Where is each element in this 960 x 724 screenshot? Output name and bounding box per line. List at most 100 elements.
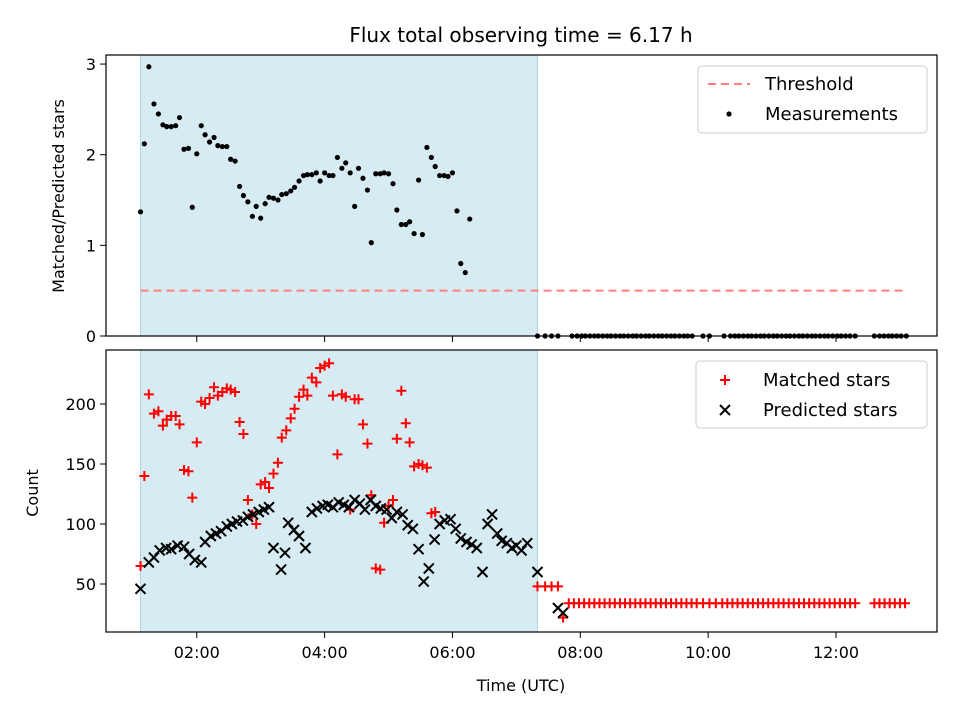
matched-point <box>170 411 181 421</box>
predicted-point <box>267 542 280 554</box>
matched-point <box>204 393 215 403</box>
observing-window <box>140 54 538 337</box>
matched-point <box>268 468 279 479</box>
measurement-point <box>385 171 392 177</box>
measurement-point <box>155 111 162 117</box>
matched-point <box>191 437 202 448</box>
measurement-point <box>403 221 409 228</box>
measurement-point <box>428 154 434 161</box>
measurement-point <box>322 170 328 176</box>
measurement-point <box>228 156 234 162</box>
y-tick-label: 200 <box>65 395 96 414</box>
measurement-point <box>347 170 353 176</box>
predicted-point <box>359 503 371 516</box>
matched-point <box>234 417 245 427</box>
matched-point <box>430 507 441 517</box>
matched-point <box>285 413 296 424</box>
legend-measurements-swatch <box>726 111 732 117</box>
predicted-point <box>275 563 287 576</box>
predicted-point <box>247 508 259 521</box>
measurement-point <box>189 204 195 210</box>
matched-point <box>289 403 300 414</box>
matched-point <box>281 425 292 436</box>
predicted-point <box>433 518 446 530</box>
matched-point <box>238 429 249 439</box>
measurement-point <box>211 134 217 141</box>
predicted-point <box>412 543 425 555</box>
measurement-point <box>275 197 281 203</box>
x-axis-label: Time (UTC) <box>476 676 565 695</box>
measurement-point <box>249 213 255 219</box>
matched-point <box>362 438 373 449</box>
matched-point <box>552 581 563 592</box>
predicted-point <box>455 532 467 545</box>
matched-point <box>178 465 189 475</box>
predicted-point <box>263 501 275 513</box>
x-tick-label: 02:00 <box>174 643 220 662</box>
measurement-point <box>291 184 298 190</box>
y-axis-label: Matched/Predicted stars <box>49 99 68 293</box>
measurement-point <box>206 139 213 145</box>
predicted-point <box>396 508 409 521</box>
legend: Matched stars Predicted stars <box>695 360 928 429</box>
y-tick-label: 0 <box>86 327 96 346</box>
measurement-point <box>219 143 225 150</box>
y-tick-label: 3 <box>86 55 96 74</box>
measurement-point <box>334 154 341 161</box>
measurement-point <box>279 191 285 198</box>
matched-point <box>294 391 305 402</box>
matched-point <box>900 598 911 609</box>
predicted-point <box>515 544 528 557</box>
predicted-point <box>189 554 201 566</box>
legend-matched-swatch <box>720 375 730 385</box>
predicted-point <box>407 523 419 535</box>
chart-title: Flux total observing time = 6.17 h <box>349 23 692 47</box>
predicted-point <box>279 547 291 559</box>
legend-box <box>695 360 928 429</box>
measurement-point <box>467 216 473 222</box>
predicted-point <box>348 494 361 506</box>
measurement-point <box>270 195 277 201</box>
legend-threshold-label: Threshold <box>764 74 854 95</box>
matched-point <box>357 419 368 430</box>
ratio-plot: 0 1 2 3 Matched/Predicted stars Threshold Meas… <box>49 54 938 346</box>
measurement-point <box>352 203 358 209</box>
measurement-point <box>296 178 302 184</box>
measurement-point <box>394 207 400 213</box>
matched-point <box>383 501 394 511</box>
measurement-point <box>240 192 247 199</box>
predicted-point <box>417 575 430 588</box>
matched-point <box>327 390 338 401</box>
predicted-point <box>423 562 435 575</box>
measurement-point <box>198 123 204 129</box>
matched-point <box>209 382 220 393</box>
predicted-point <box>148 551 160 564</box>
matched-point <box>340 391 351 402</box>
measurement-point <box>415 177 422 183</box>
matched-point <box>298 384 309 395</box>
predicted-point <box>402 519 414 531</box>
observing-window <box>140 349 538 633</box>
predicted-point <box>476 566 489 578</box>
measurement-point <box>258 215 264 221</box>
measurement-point <box>288 188 294 194</box>
legend-matched-label: Matched stars <box>763 370 890 391</box>
matched-point <box>276 432 287 443</box>
predicted-point <box>391 506 403 518</box>
predicted-point <box>486 508 498 521</box>
measurement-point <box>185 145 192 151</box>
matched-point <box>353 394 364 405</box>
x-tick-label: 06:00 <box>429 643 475 662</box>
y-tick-label: 2 <box>86 146 96 165</box>
predicted-point <box>380 503 393 516</box>
measurement-point <box>355 165 362 171</box>
matched-point <box>251 519 262 529</box>
predicted-point <box>178 541 190 553</box>
predicted-point <box>531 566 544 578</box>
predicted-point <box>195 556 207 569</box>
measurement-point <box>432 163 438 170</box>
measurement-point <box>176 114 183 121</box>
predicted-point <box>134 583 147 595</box>
measurement-point <box>368 240 374 246</box>
matched-point <box>404 437 415 448</box>
